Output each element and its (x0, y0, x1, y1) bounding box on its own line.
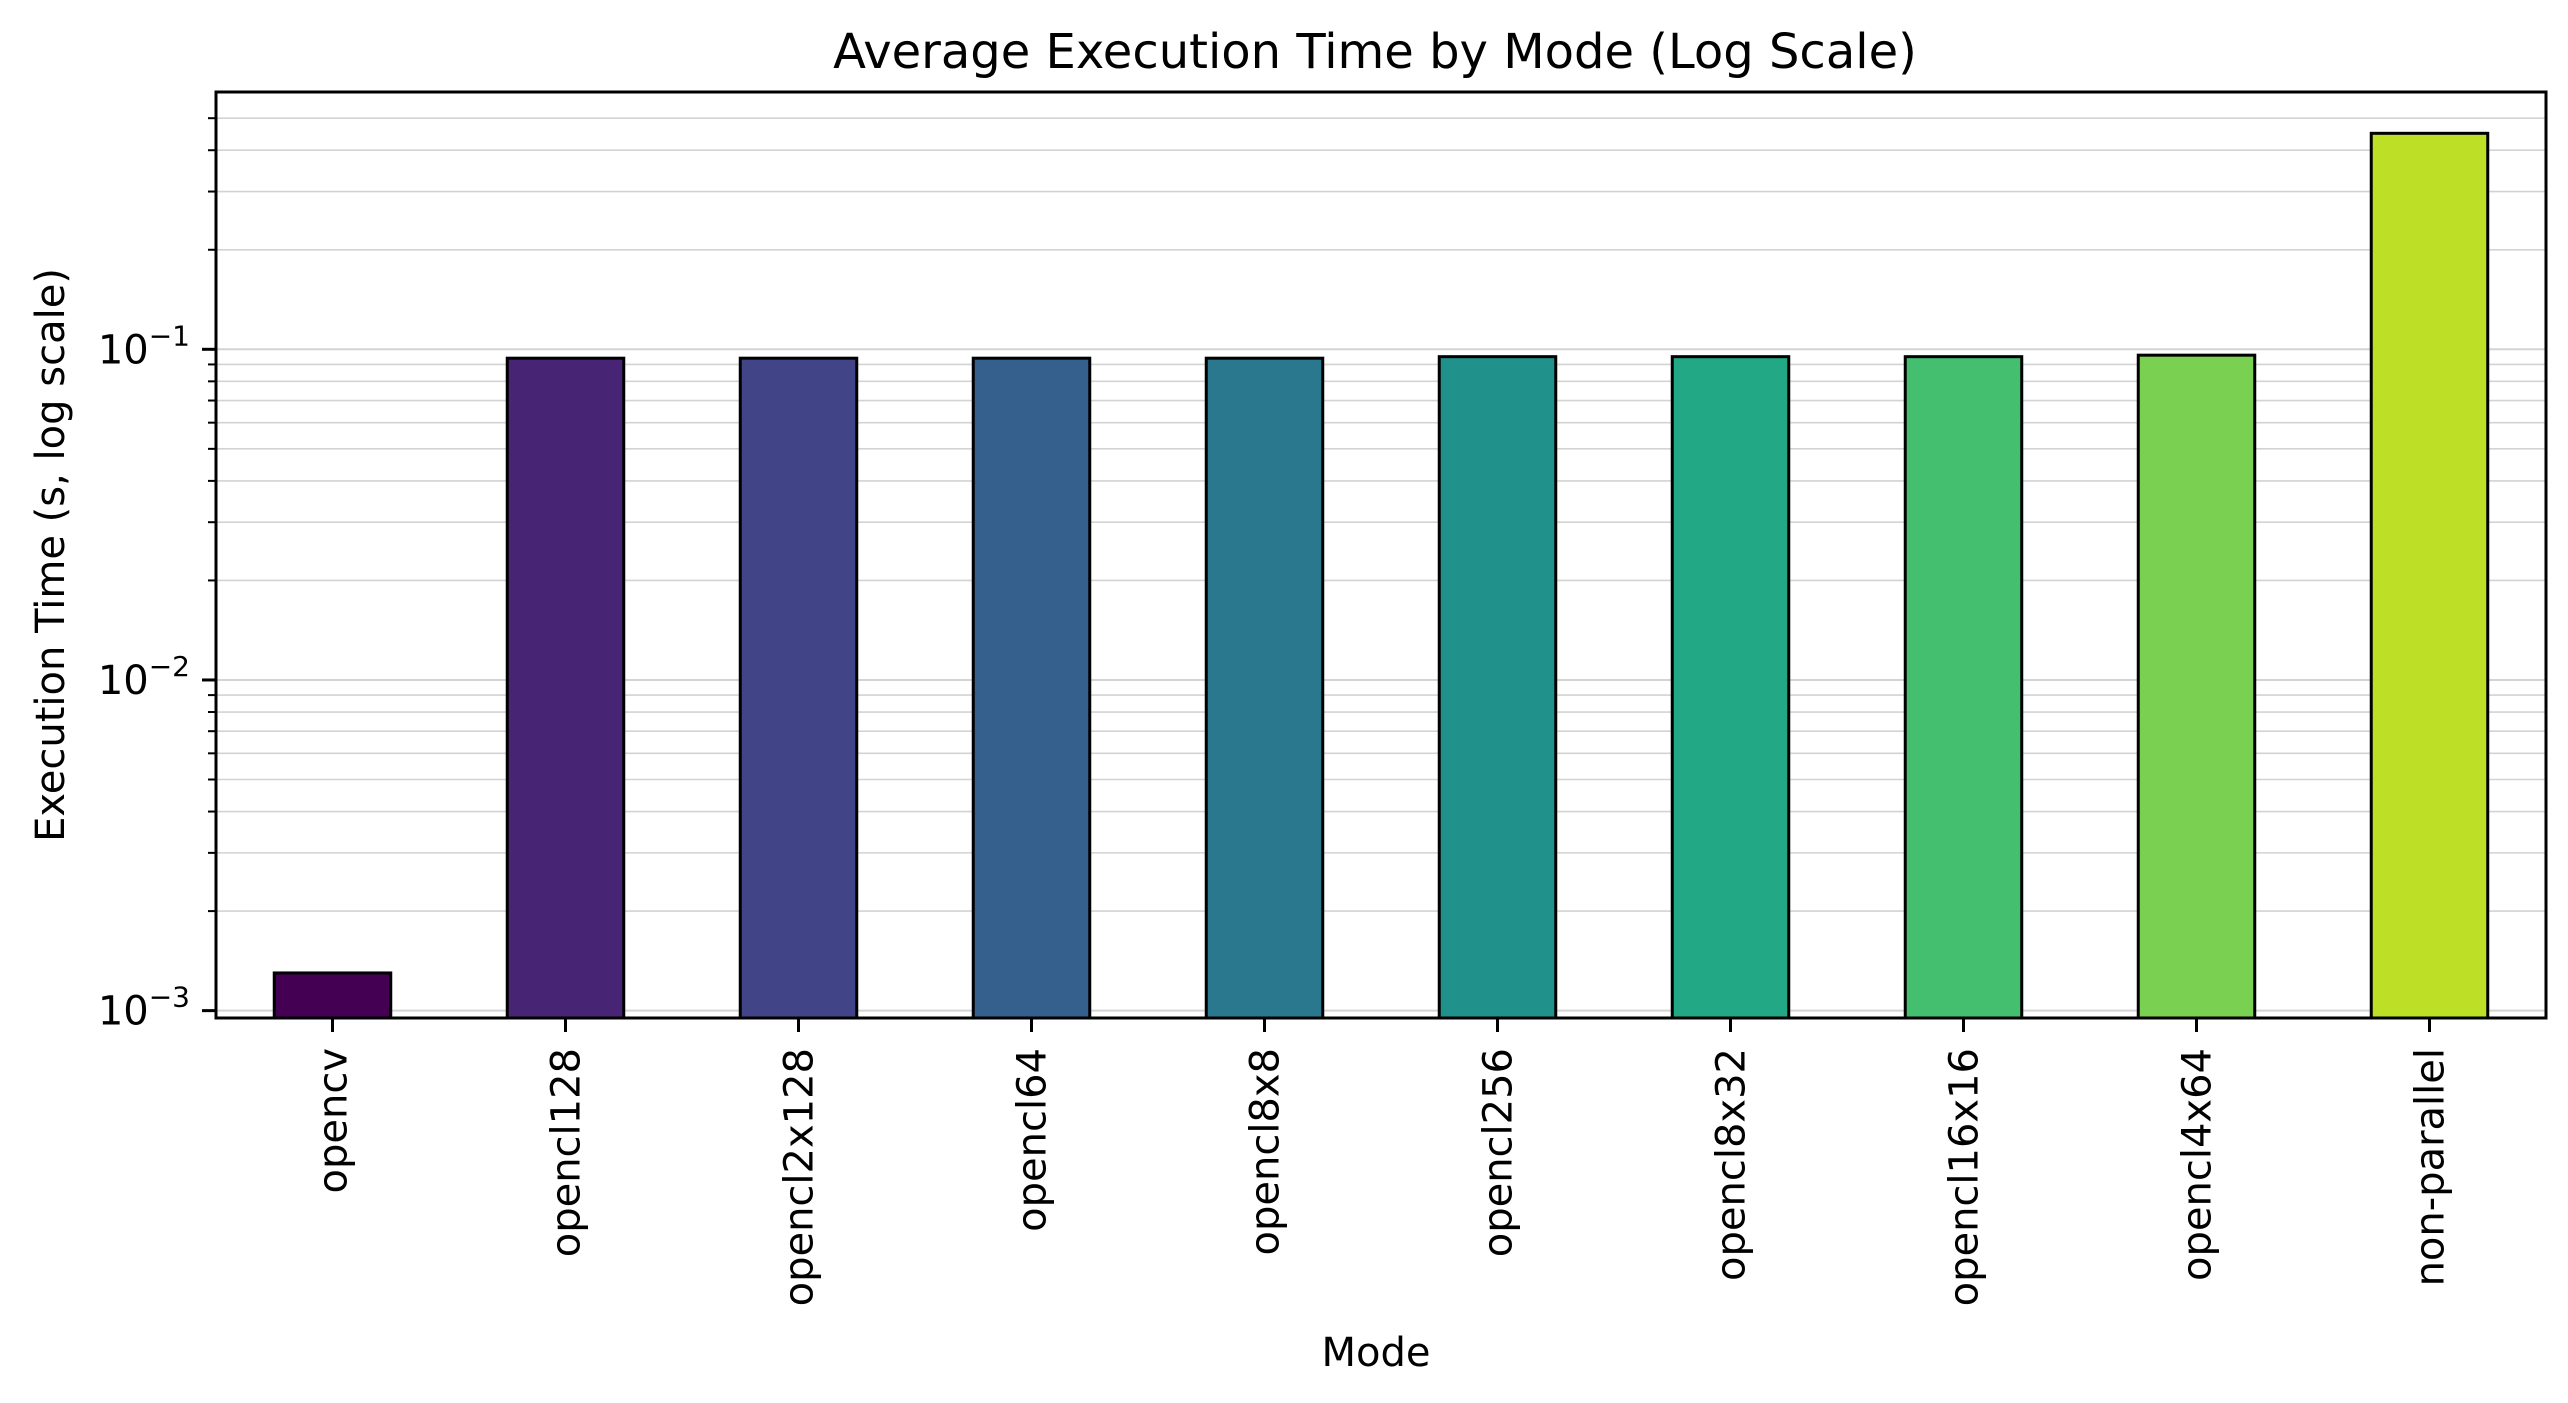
bar-opencl4x64 (2136, 353, 2257, 1020)
bar-opencl128 (505, 356, 626, 1020)
x-tick-label: opencl64 (1010, 1048, 1056, 1232)
x-tick-label: opencl4x64 (2175, 1048, 2221, 1281)
chart-title: Average Execution Time by Mode (Log Scal… (833, 24, 1917, 80)
bar-opencl16x16 (1903, 355, 2024, 1020)
y-tick-label: 10−3 (98, 981, 190, 1035)
bar-opencv (272, 971, 393, 1020)
y-axis-label: Execution Time (s, log scale) (28, 268, 74, 842)
x-tick-label: opencv (311, 1048, 357, 1194)
y-axis-ticks: 10−3 10−2 10−1 (98, 117, 216, 1035)
x-tick-label: opencl2x128 (777, 1048, 823, 1306)
bar-opencl2x128 (738, 356, 859, 1020)
x-axis-ticks: opencv opencl128 opencl2x128 opencl64 opencl… (311, 1018, 2454, 1306)
x-tick-label: opencl8x8 (1243, 1048, 1289, 1256)
bar-opencl8x32 (1670, 355, 1791, 1020)
x-tick-label: non-parallel (2408, 1048, 2454, 1286)
x-tick-label: opencl128 (544, 1048, 590, 1257)
bar-opencl64 (971, 356, 1092, 1020)
x-tick-label: opencl16x16 (1942, 1048, 1988, 1306)
x-tick-label: opencl8x32 (1709, 1048, 1755, 1281)
plot-area-frame (214, 90, 2548, 1020)
bar-opencl256 (1437, 355, 1558, 1020)
bar-opencl8x8 (1204, 356, 1325, 1020)
x-axis-label: Mode (1322, 1330, 1431, 1376)
x-tick-label: opencl256 (1476, 1048, 1522, 1257)
y-tick-label: 10−2 (98, 650, 190, 704)
y-tick-label: 10−1 (98, 319, 190, 373)
bar-non-parallel (2369, 131, 2490, 1020)
bars (272, 131, 2490, 1020)
